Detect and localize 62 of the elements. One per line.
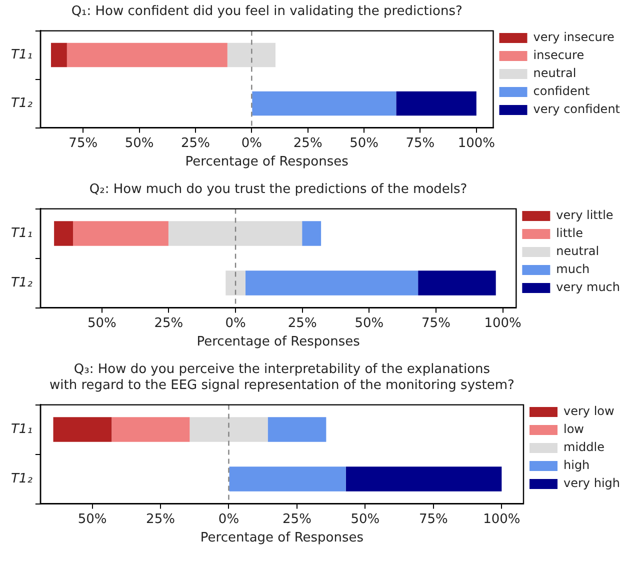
- y-tick-label: T1₁: [10, 226, 32, 241]
- x-axis-title: Percentage of Responses: [200, 530, 364, 546]
- x-axis-title: Percentage of Responses: [196, 334, 360, 350]
- bar: [112, 417, 190, 442]
- legend-label: neutral: [556, 244, 600, 258]
- bar: [168, 221, 302, 246]
- legend-label: middle: [564, 440, 604, 454]
- legend-label: very little: [556, 208, 614, 222]
- x-tick-label: 75%: [418, 512, 448, 527]
- legend-label: neutral: [533, 66, 576, 80]
- bar: [229, 466, 346, 492]
- x-tick-label: 75%: [68, 136, 98, 151]
- x-tick-label: 50%: [350, 136, 378, 151]
- x-tick-label: 100%: [483, 512, 520, 527]
- x-tick-label: 25%: [154, 316, 184, 331]
- x-tick-label: 0%: [225, 316, 246, 331]
- x-tick-label: 100%: [458, 136, 495, 151]
- x-tick-label: 50%: [87, 316, 116, 331]
- x-tick-label: 50%: [78, 512, 107, 527]
- x-tick-label: 100%: [484, 316, 522, 331]
- bar: [302, 221, 322, 246]
- legend-label: very low: [564, 404, 615, 418]
- chart-title: Q₁: How confident did you feel in validating the predictions?: [70, 3, 464, 20]
- x-tick-label: 25%: [181, 136, 210, 151]
- bar: [268, 417, 326, 442]
- x-axis-title: Percentage of Responses: [185, 154, 349, 170]
- x-tick-label: 25%: [288, 316, 317, 331]
- x-tick-label: 25%: [282, 512, 312, 527]
- x-tick-label: 75%: [422, 316, 450, 331]
- bar: [346, 466, 502, 492]
- x-tick-label: 25%: [146, 512, 175, 527]
- bar: [54, 221, 74, 246]
- x-tick-label: 50%: [124, 136, 154, 151]
- bar: [53, 417, 112, 442]
- y-tick-label: T1₂: [10, 275, 32, 290]
- bar: [73, 221, 168, 246]
- chart-title: Q₂: How much do you trust the predictions of the models?: [88, 181, 468, 198]
- x-tick-label: 25%: [293, 136, 322, 151]
- bar: [226, 270, 246, 296]
- bar: [418, 270, 496, 296]
- legend-label: much: [556, 262, 590, 276]
- x-tick-label: 75%: [406, 136, 435, 151]
- y-tick-label: T1₁: [10, 47, 32, 62]
- legend-label: very insecure: [533, 30, 614, 44]
- legend-label: confident: [533, 84, 590, 98]
- x-tick-label: 50%: [354, 316, 384, 331]
- legend-label: low: [564, 422, 584, 436]
- y-tick-label: T1₂: [10, 471, 32, 486]
- y-tick-label: T1₁: [10, 422, 32, 437]
- x-tick-label: 0%: [241, 136, 262, 151]
- legend-label: very high: [564, 476, 620, 490]
- x-tick-label: 50%: [350, 512, 380, 527]
- bar: [245, 270, 418, 296]
- legend-label: insecure: [533, 48, 584, 62]
- legend-label: very confident: [533, 102, 620, 116]
- bar: [190, 417, 268, 442]
- y-tick-label: T1₂: [10, 96, 32, 111]
- legend-label: little: [556, 226, 583, 240]
- legend-label: very much: [556, 280, 620, 294]
- chart-title: Q₃: How do you perceive the interpretability of the explanations with regard to the EEG signal representation of the monitoring system?: [48, 361, 516, 394]
- legend-label: high: [564, 458, 590, 472]
- x-tick-label: 0%: [218, 512, 240, 527]
